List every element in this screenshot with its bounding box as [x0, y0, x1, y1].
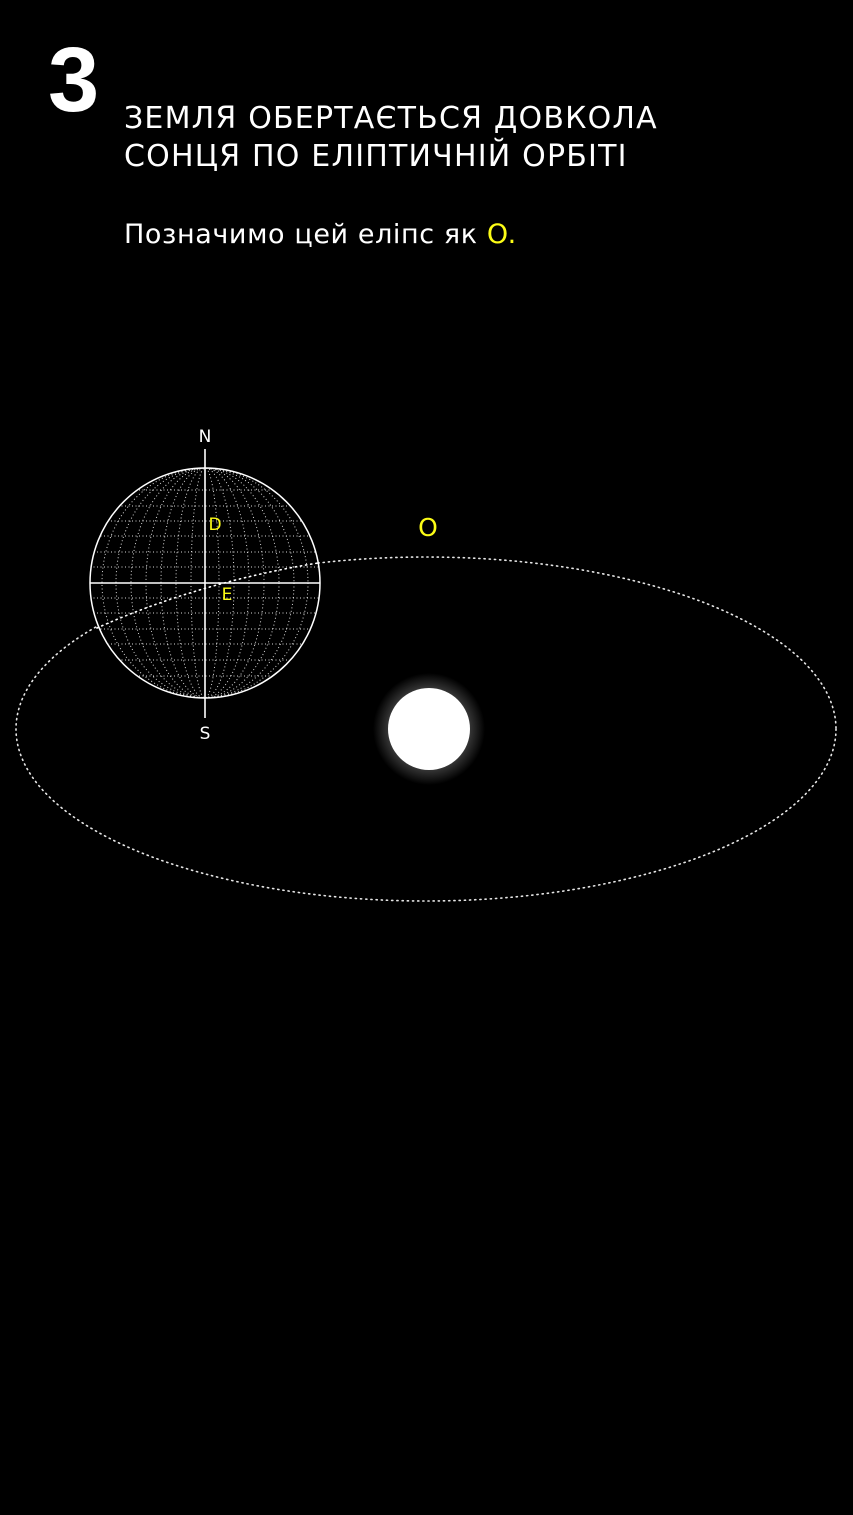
step-headline: ЗЕМЛЯ ОБЕРТАЄТЬСЯ ДОВКОЛА СОНЦЯ ПО ЕЛІПТ…	[124, 100, 824, 176]
subtitle: Позначимо цей еліпс як O.	[124, 216, 517, 254]
subtitle-period: .	[507, 219, 517, 250]
north-label: N	[199, 427, 212, 447]
sun	[373, 673, 485, 785]
orbit-label: O	[418, 513, 438, 542]
point-e-label: E	[222, 585, 233, 605]
orbit-ellipse	[15, 556, 837, 902]
headline-line-2: СОНЦЯ ПО ЕЛІПТИЧНІЙ ОРБІТІ	[124, 139, 628, 174]
south-label: S	[200, 724, 211, 744]
sun-disc	[388, 688, 470, 770]
headline-line-1: ЗЕМЛЯ ОБЕРТАЄТЬСЯ ДОВКОЛА	[124, 101, 658, 136]
orbit-crossing	[96, 562, 319, 629]
subtitle-text: Позначимо цей еліпс як	[124, 219, 487, 250]
earth-globe	[89, 449, 321, 718]
step-number: 3	[48, 29, 99, 131]
point-d-label: D	[208, 515, 221, 535]
ellipse-symbol: O	[486, 219, 508, 250]
